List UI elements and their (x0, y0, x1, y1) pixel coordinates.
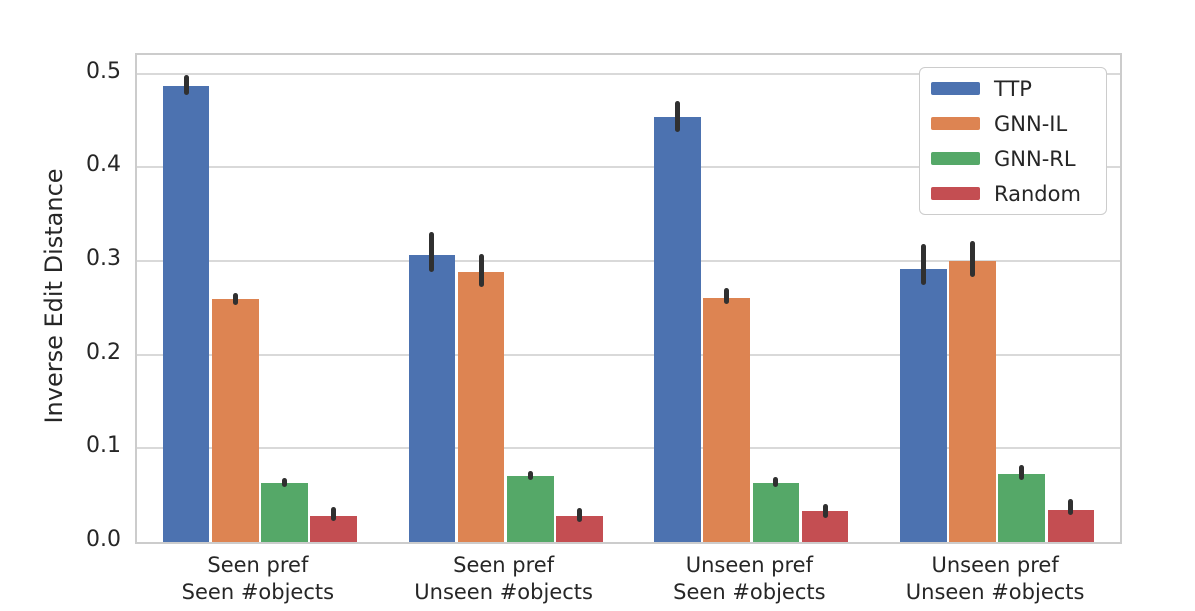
error-bar (478, 254, 484, 288)
bar-ttp (408, 255, 456, 542)
legend-item-ttp: TTP (920, 77, 1106, 101)
error-bar (675, 100, 681, 132)
x-tick-label: Unseen pref Seen #objects (673, 553, 826, 604)
x-tick-label: Seen pref Seen #objects (181, 553, 335, 604)
error-bar (429, 232, 435, 273)
y-tick-label: 0.4 (86, 152, 121, 178)
bar-ttp (900, 269, 947, 542)
legend: TTP GNN-IL GNN-RL Random (919, 67, 1107, 215)
bar-random (1047, 510, 1095, 542)
legend-item-gnn-il: GNN-IL (920, 112, 1106, 136)
error-bar (822, 503, 828, 518)
legend-swatch (931, 117, 980, 130)
y-axis-label: Inverse Edit Distance (40, 168, 68, 424)
error-bar (1068, 498, 1074, 515)
x-tick-label: Seen pref Unseen #objects (414, 553, 593, 604)
bar-gnn-rl (261, 482, 308, 542)
gridline (137, 166, 1120, 169)
bar-gnn-rl (506, 476, 554, 542)
bar-gnn-rl (752, 482, 800, 542)
legend-swatch (931, 152, 980, 165)
error-bar (281, 478, 287, 487)
legend-label: GNN-IL (994, 111, 1068, 136)
gridline (137, 447, 1120, 450)
error-bar (331, 507, 337, 522)
bar-gnn-il (949, 261, 996, 542)
error-bar (527, 470, 533, 481)
legend-item-gnn-rl: GNN-RL (920, 147, 1106, 171)
gridline (137, 353, 1120, 356)
y-tick-label: 0.0 (86, 527, 121, 552)
error-bar (183, 74, 189, 96)
bar-gnn-il (457, 272, 505, 542)
bar-gnn-il (211, 299, 259, 542)
legend-label: Random (994, 181, 1081, 206)
error-bar (773, 477, 779, 487)
error-bar (576, 508, 582, 523)
bar-ttp (162, 85, 210, 542)
legend-label: GNN-RL (994, 146, 1076, 171)
legend-swatch (931, 187, 980, 200)
x-tick-label: Unseen pref Unseen #objects (905, 553, 1085, 604)
error-bar (1019, 465, 1025, 481)
legend-item-random: Random (920, 182, 1106, 206)
legend-swatch (931, 82, 980, 95)
error-bar (920, 244, 926, 286)
bar-gnn-il (703, 297, 751, 542)
bar-ttp (654, 116, 701, 542)
y-tick-label: 0.1 (86, 433, 121, 459)
gridline (137, 72, 1120, 75)
error-bar (232, 292, 238, 306)
error-bar (970, 241, 976, 277)
gridline (137, 260, 1120, 263)
y-tick-label: 0.2 (86, 339, 121, 365)
legend-label: TTP (994, 76, 1032, 101)
bar-gnn-rl (998, 473, 1046, 542)
y-tick-label: 0.5 (86, 58, 121, 84)
error-bar (724, 288, 730, 305)
y-tick-label: 0.3 (86, 246, 121, 272)
